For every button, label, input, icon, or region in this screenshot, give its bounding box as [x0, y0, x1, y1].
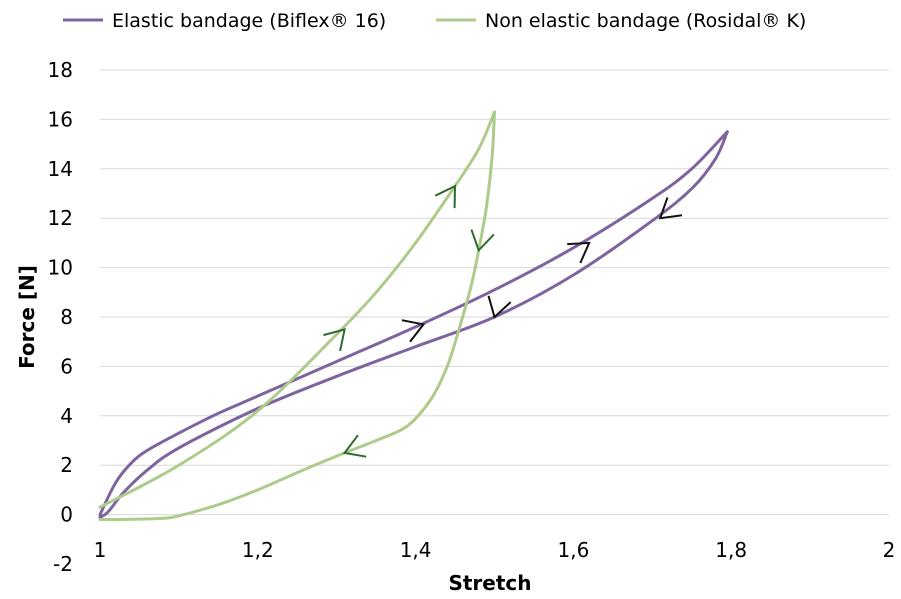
y-axis-title: Force [N]: [15, 265, 39, 369]
y-tick-label: 2: [60, 453, 73, 477]
y-tick-label: 14: [48, 157, 73, 181]
series-0-loading-curve: [98, 130, 729, 517]
y-tick-label: 18: [48, 58, 73, 82]
x-tick-labels: 1 1,2 1,4 1,6 1,8 2: [94, 538, 896, 562]
x-tick-label: 1,2: [242, 538, 274, 562]
y-tick-label: -2: [53, 552, 73, 576]
x-tick-label: 1,4: [400, 538, 432, 562]
direction-arrow: [342, 434, 367, 458]
direction-arrow: [487, 295, 512, 319]
x-tick-label: 1,8: [715, 538, 747, 562]
y-tick-label: 8: [60, 305, 73, 329]
direction-arrows: [323, 184, 683, 458]
series-1-unloading-curve: [98, 110, 496, 522]
y-tick-label: 12: [48, 206, 73, 230]
series-0-unloading-curve: [98, 130, 729, 519]
direction-arrow: [470, 229, 495, 253]
gridlines: [100, 69, 889, 516]
y-tick-label: 10: [48, 256, 73, 280]
direction-arrow: [658, 197, 683, 220]
direction-arrow: [567, 241, 591, 264]
direction-arrow: [323, 328, 346, 352]
legend-label-non-elastic: Non elastic bandage (Rosidal® K): [485, 10, 806, 32]
x-tick-label: 1: [94, 538, 107, 562]
x-tick-label: 1,6: [557, 538, 589, 562]
legend: Elastic bandage (Biflex® 16) Non elastic…: [63, 10, 806, 32]
y-tick-labels: -2 0 2 4 6 8 10 12 14 16 18: [48, 58, 73, 576]
y-tick-label: 6: [60, 354, 73, 378]
y-tick-label: 4: [60, 404, 73, 428]
x-axis-title: Stretch: [448, 571, 531, 595]
curves: [98, 110, 729, 522]
legend-label-elastic: Elastic bandage (Biflex® 16): [112, 10, 386, 32]
series-1-loading-curve: [98, 110, 496, 509]
direction-arrow: [434, 184, 457, 209]
x-tick-label: 2: [883, 538, 896, 562]
y-tick-label: 16: [48, 107, 73, 131]
direction-arrow: [401, 319, 426, 343]
y-tick-label: 0: [60, 503, 73, 527]
